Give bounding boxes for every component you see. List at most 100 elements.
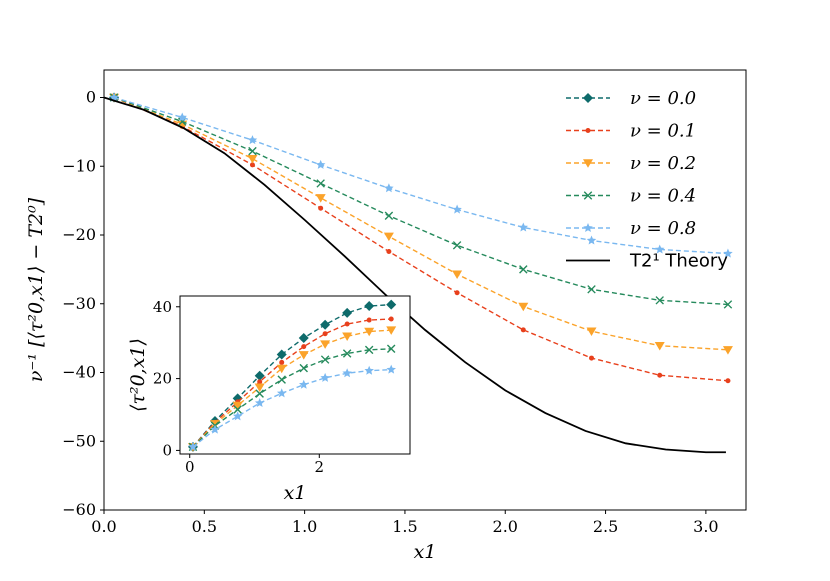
plot-frame [179,295,411,455]
data-point [364,345,374,355]
data-point [452,241,462,250]
data-point [316,179,325,188]
data-point [276,388,287,398]
data-point [320,355,330,364]
legend-label: ν = 0.0 [630,88,696,109]
series-line [113,96,728,255]
x-tick-label: 0 [185,458,195,476]
legend-label: ν = 0.1 [630,121,696,142]
data-point [723,300,733,309]
legend-entry: ν = 0.4 [566,186,696,207]
x-tick-label: 0.5 [192,517,217,536]
y-tick-label: −30 [62,294,96,313]
data-point [364,327,375,337]
y-tick-label: −60 [62,500,96,519]
data-point [177,117,187,126]
x-tick-label: 2 [315,458,325,476]
series-line [192,303,392,448]
data-point [210,424,220,434]
series-line [192,318,392,448]
data-point [322,331,328,337]
data-point [188,441,198,451]
x-tick-label: 2.5 [593,517,618,536]
y-tick-label: −10 [62,156,96,175]
inset-background [180,296,410,454]
data-point [257,379,263,385]
series--0-4 [109,93,733,309]
data-point [586,327,597,336]
x-tick-label: 1.5 [392,517,417,536]
series-line [103,96,726,454]
data-point [520,327,526,333]
series--0-8 [109,92,733,258]
data-point [232,393,243,404]
y-tick-label: −50 [62,431,96,450]
legend-entry: ν = 0.2 [566,153,696,174]
data-point [586,235,597,245]
legend-entry: ν = 0.1 [566,121,696,142]
data-point [518,222,529,232]
series-line [113,96,728,351]
x-tick-label: 0.0 [91,517,116,536]
data-point [589,355,595,361]
data-point [722,346,733,355]
data-point [386,344,396,354]
y-tick-label: 40 [153,298,172,316]
series-line [192,368,392,448]
data-point [320,340,331,349]
data-point [320,372,330,382]
series-T2-Theory [103,96,726,454]
data-point [344,321,350,327]
legend-marker [583,159,593,168]
data-point [320,319,331,330]
data-point [386,249,392,254]
data-point [452,270,463,279]
series-line [192,348,392,448]
data-point [249,162,255,168]
data-point [232,411,243,421]
data-point [254,398,265,408]
data-point [657,372,663,378]
x-axis-label: x1 [414,541,437,563]
legend-label: T2¹ Theory [629,251,728,272]
legend-entry: ν = 0.0 [566,88,696,109]
data-point [725,378,731,384]
data-point [255,389,264,398]
y-axis-label: ν⁻¹ [⟨τ²0,x1⟩ − T2⁰] [25,197,47,382]
legend-marker [583,93,593,103]
y-tick-label: −40 [62,363,96,382]
data-point [342,368,352,378]
x-tick-label: 3.0 [693,517,718,536]
plot-frame [103,69,747,511]
data-point [248,146,257,156]
data-point [384,211,394,220]
series-line [113,96,728,382]
data-point [276,349,287,360]
series--0-4 [188,344,396,452]
y-axis-label: ⟨τ²0,x1⟩ [127,338,149,412]
legend-marker [585,128,591,133]
x-tick-label: 1.0 [292,517,317,536]
data-point [315,194,326,203]
data-point [318,205,324,211]
data-point [298,379,309,389]
data-point [654,244,665,254]
legend-label: ν = 0.8 [630,218,696,239]
data-point [452,204,462,214]
data-point [342,307,353,318]
data-point [232,401,243,411]
y-tick-label: 20 [153,370,172,388]
data-point [298,351,309,360]
data-point [254,370,265,381]
data-point [342,332,353,341]
series--0-8 [188,364,396,451]
data-point [299,363,308,373]
legend: ν = 0.0 ν = 0.1 ν = 0.2 ν = 0.4 ν = 0.8 T2¹ T… [566,88,728,272]
y-tick-label: 0 [162,441,172,459]
data-point [342,349,352,358]
data-point [247,135,258,145]
legend-label: ν = 0.4 [630,186,696,207]
data-point [254,383,265,392]
legend-entry: ν = 0.8 [566,218,696,239]
